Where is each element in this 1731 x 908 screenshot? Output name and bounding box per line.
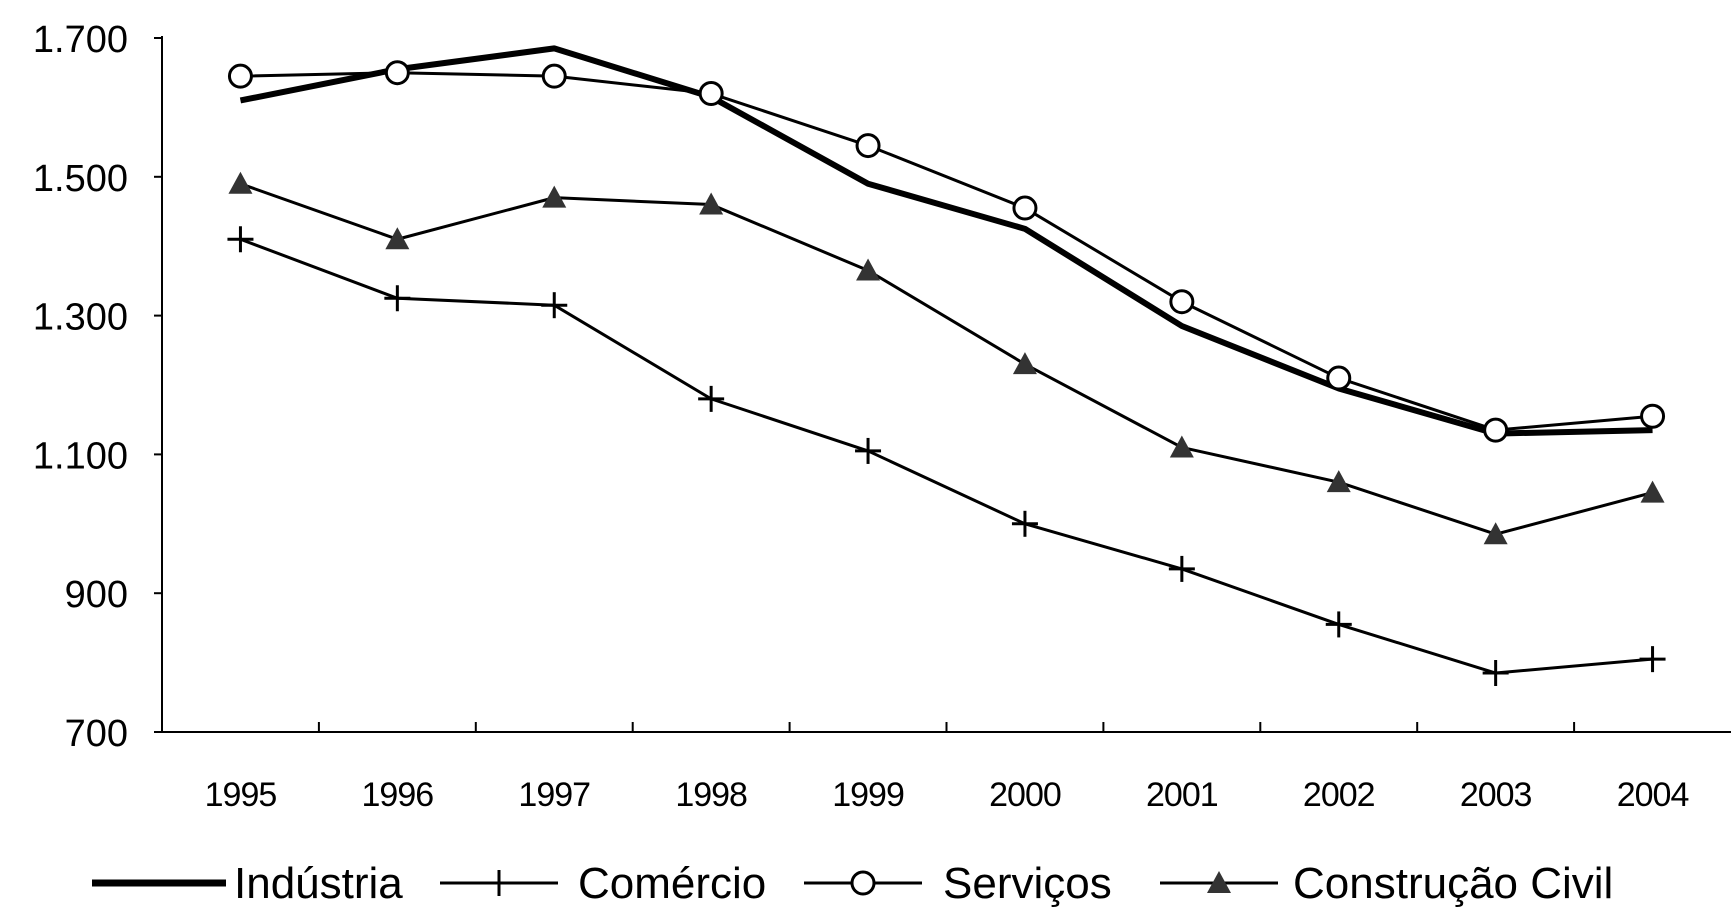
data-point xyxy=(385,227,410,250)
data-point xyxy=(1012,352,1037,375)
data-point xyxy=(1482,660,1509,687)
x-tick-label: 2001 xyxy=(1146,776,1218,814)
legend-label: Serviços xyxy=(943,859,1112,908)
data-point xyxy=(1326,365,1352,391)
data-point xyxy=(228,171,253,194)
legend-marker xyxy=(850,870,876,896)
data-point xyxy=(1640,403,1666,429)
x-tick-label: 1996 xyxy=(362,776,434,814)
data-point xyxy=(1168,555,1195,582)
legend-item: Comércio xyxy=(440,859,766,908)
data-point xyxy=(1169,289,1195,315)
data-point xyxy=(542,185,567,208)
data-point xyxy=(541,63,567,89)
x-tick-label: 2002 xyxy=(1303,776,1375,814)
data-point xyxy=(1325,611,1352,638)
legend-marker xyxy=(1207,871,1231,893)
y-tick-label: 1.100 xyxy=(33,435,128,477)
y-tick-label: 700 xyxy=(65,713,128,755)
x-tick-label: 1999 xyxy=(832,776,904,814)
legend-item: Serviços xyxy=(804,859,1112,908)
data-point xyxy=(227,226,254,253)
data-point xyxy=(1483,522,1508,545)
data-point xyxy=(1640,480,1665,503)
series-industria xyxy=(239,45,1653,437)
legend: Indústria Comércio Serviços Construção Civi… xyxy=(92,859,1613,908)
x-tick-label: 1995 xyxy=(205,776,277,814)
y-tick-label: 1.700 xyxy=(33,19,128,61)
series-line xyxy=(239,182,1653,536)
data-point xyxy=(1639,646,1666,673)
data-point xyxy=(1012,195,1038,221)
data-point xyxy=(227,63,253,89)
data-point xyxy=(855,437,882,464)
y-tick-label: 1.500 xyxy=(33,158,128,200)
legend-marker xyxy=(486,870,512,896)
y-tick-label: 900 xyxy=(65,574,128,616)
x-tick-label: 2003 xyxy=(1460,776,1532,814)
data-point xyxy=(1011,510,1038,537)
data-point xyxy=(1169,435,1194,458)
series-line xyxy=(240,71,1653,432)
x-tick-label: 2004 xyxy=(1617,776,1689,814)
chart-axes: 700 900 1.100 1.300 1.500 1.700 1995 1996 1997 19… xyxy=(33,19,1731,814)
series-comercio xyxy=(227,226,1666,687)
series-line xyxy=(239,237,1653,675)
series-servicos xyxy=(227,60,1666,443)
x-tick-label: 1998 xyxy=(675,776,747,814)
y-tick-label: 1.300 xyxy=(33,297,128,339)
data-point xyxy=(384,285,411,312)
data-point xyxy=(698,385,725,412)
legend-item: Indústria xyxy=(92,859,403,908)
data-point xyxy=(699,192,724,215)
data-point xyxy=(856,258,881,281)
legend-label: Construção Civil xyxy=(1293,859,1613,908)
data-point xyxy=(1326,470,1351,493)
legend-item: Construção Civil xyxy=(1160,859,1613,908)
data-point xyxy=(384,60,410,86)
series-line xyxy=(239,45,1653,437)
x-tick-label: 2000 xyxy=(989,776,1061,814)
x-tick-label: 1997 xyxy=(518,776,590,814)
legend-label: Indústria xyxy=(234,859,403,908)
legend-label: Comércio xyxy=(578,859,766,908)
series-construcao-civil xyxy=(228,171,1665,545)
data-point xyxy=(855,133,881,159)
series-layer xyxy=(227,45,1666,687)
data-point xyxy=(541,292,568,319)
data-point xyxy=(698,81,724,107)
data-point xyxy=(1483,417,1509,443)
